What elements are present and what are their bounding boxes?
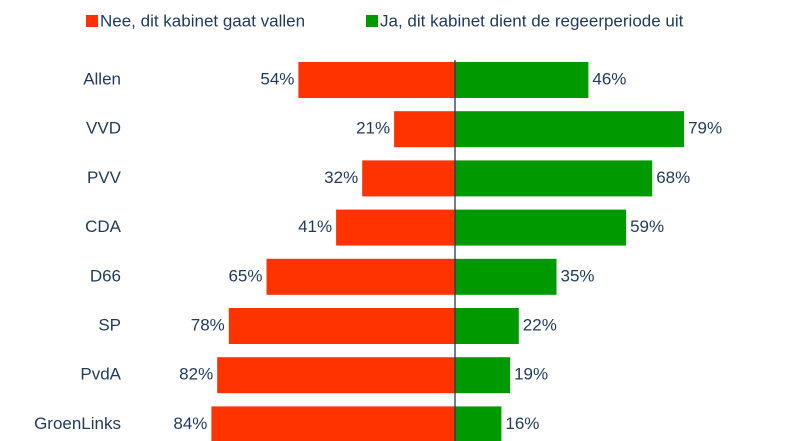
category-label: SP [98, 315, 121, 334]
bar [455, 111, 685, 148]
value-label: 54% [260, 69, 294, 88]
legend-swatch [366, 15, 378, 27]
value-label: 84% [173, 414, 207, 433]
value-label: 79% [688, 119, 722, 138]
legend-swatch [86, 15, 98, 27]
value-label: 82% [179, 365, 213, 384]
value-label: 21% [356, 119, 390, 138]
bar [217, 357, 455, 394]
value-label: 19% [514, 365, 548, 384]
bar [455, 160, 653, 197]
bar [455, 357, 511, 394]
value-label: 22% [523, 315, 557, 334]
category-label: D66 [90, 266, 121, 285]
value-label: 41% [298, 217, 332, 236]
bar [211, 406, 455, 441]
bar [298, 62, 455, 98]
legend-label: Nee, dit kabinet gaat vallen [100, 11, 305, 30]
bar [266, 258, 455, 295]
value-label: 32% [324, 168, 358, 187]
category-label: PVV [87, 168, 122, 187]
category-label: PvdA [80, 365, 121, 384]
category-label: GroenLinks [34, 414, 121, 433]
value-label: 78% [191, 315, 225, 334]
bar [228, 308, 455, 344]
bar [455, 258, 557, 295]
bar [455, 308, 519, 344]
bar [455, 209, 627, 246]
bar [455, 406, 502, 441]
value-label: 16% [505, 414, 539, 433]
bar [455, 62, 589, 98]
category-label: VVD [86, 119, 121, 138]
legend-label: Ja, dit kabinet dient de regeerperiode u… [380, 11, 684, 30]
value-label: 46% [592, 69, 626, 88]
value-label: 68% [656, 168, 690, 187]
bar [362, 160, 455, 197]
category-label: Allen [83, 69, 121, 88]
bar [336, 209, 455, 246]
value-label: 65% [228, 266, 262, 285]
bar [394, 111, 455, 148]
category-label: CDA [85, 217, 122, 236]
value-label: 35% [561, 266, 595, 285]
value-label: 59% [630, 217, 664, 236]
